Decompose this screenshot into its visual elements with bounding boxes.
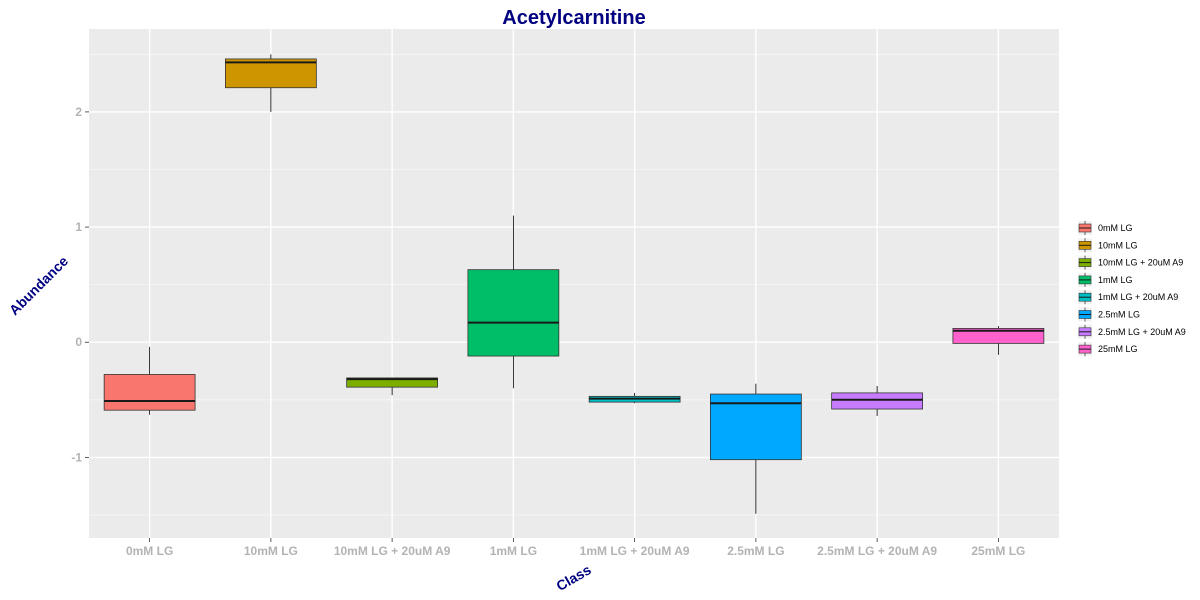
box-4 [588, 392, 681, 404]
legend-label: 2.5mM LG + 20uM A9 [1098, 327, 1186, 337]
legend-label: 10mM LG [1098, 240, 1138, 250]
x-tick-label: 10mM LG + 20uM A9 [334, 544, 451, 558]
y-axis-title: Abundance [6, 253, 71, 318]
box-2 [346, 377, 438, 396]
boxes [103, 54, 1045, 514]
x-axis-ticks: 0mM LG 10mM LG 10mM LG + 20uM A9 1mM LG 1mM … [126, 538, 1025, 558]
box-0 [103, 346, 196, 415]
box-7 [952, 326, 1045, 355]
x-tick-label: 1mM LG + 20uM A9 [580, 544, 690, 558]
box-body [952, 328, 1045, 344]
plot-panel [89, 29, 1059, 538]
box-body [225, 58, 317, 89]
legend: 0mM LG 10mM LG 10mM LG + 20uM A9 1mM LG 1mM … [1078, 221, 1186, 357]
x-axis-title: Class [553, 561, 594, 594]
box-5 [710, 383, 802, 514]
box-body [346, 377, 438, 388]
y-tick-label: 0 [75, 335, 82, 349]
legend-item: 25mM LG [1078, 342, 1138, 357]
legend-item: 1mM LG [1078, 272, 1133, 287]
legend-label: 1mM LG + 20uM A9 [1098, 292, 1178, 302]
y-tick-label: 2 [75, 105, 82, 119]
x-tick-label: 10mM LG [244, 544, 298, 558]
x-tick-label: 2.5mM LG + 20uM A9 [817, 544, 937, 558]
box-3 [467, 215, 560, 389]
box-body [710, 393, 802, 461]
legend-item: 2.5mM LG [1078, 307, 1140, 322]
legend-label: 25mM LG [1098, 344, 1138, 354]
box-6 [831, 385, 923, 416]
legend-item: 10mM LG [1078, 238, 1138, 253]
y-axis-ticks: -1 0 1 2 [71, 105, 89, 464]
box-body [831, 392, 923, 410]
box-body [103, 374, 196, 411]
legend-label: 2.5mM LG [1098, 310, 1140, 320]
y-tick-label: 1 [75, 220, 82, 234]
legend-item: 0mM LG [1078, 221, 1133, 235]
x-tick-label: 2.5mM LG [727, 544, 784, 558]
legend-item: 2.5mM LG + 20uM A9 [1078, 324, 1186, 339]
x-tick-label: 25mM LG [971, 544, 1025, 558]
legend-label: 0mM LG [1098, 223, 1133, 233]
legend-item: 10mM LG + 20uM A9 [1078, 255, 1183, 270]
x-tick-label: 1mM LG [490, 544, 537, 558]
box-body [467, 269, 560, 357]
x-tick-label: 0mM LG [126, 544, 173, 558]
box-1 [225, 54, 317, 112]
y-tick-label: -1 [71, 450, 82, 464]
legend-label: 10mM LG + 20uM A9 [1098, 258, 1183, 268]
chart-title: Acetylcarnitine [502, 7, 645, 29]
legend-item: 1mM LG + 20uM A9 [1078, 290, 1178, 305]
legend-label: 1mM LG [1098, 275, 1133, 285]
